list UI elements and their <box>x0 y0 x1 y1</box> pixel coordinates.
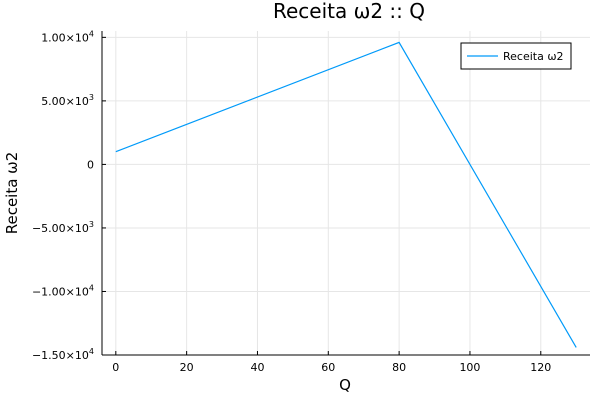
y-tick-label: 1.00×104 <box>41 29 94 44</box>
y-tick-label: −1.50×104 <box>32 347 94 362</box>
x-tick-label: 100 <box>459 361 480 374</box>
y-gridlines <box>102 36 590 356</box>
legend: Receita ω2 <box>460 42 572 70</box>
y-tick-label: −5.00×103 <box>32 220 94 235</box>
y-axis-ticks: 1.00×104 5.00×103 0 −5.00×103 −1.00×104 −1.50… <box>32 29 106 362</box>
x-tick-label: 0 <box>112 361 119 374</box>
series-layer <box>115 41 577 348</box>
series-line <box>115 41 577 348</box>
x-tick-label: 40 <box>250 361 264 374</box>
chart-title: Receita ω2 :: Q <box>273 0 425 23</box>
x-gridlines <box>115 31 542 355</box>
y-axis-title: Receita ω2 <box>3 152 21 235</box>
y-tick-label: −1.00×104 <box>32 283 94 298</box>
legend-label: Receita ω2 <box>503 50 564 63</box>
x-tick-label: 120 <box>530 361 551 374</box>
x-axis-title: Q <box>339 376 351 394</box>
x-tick-label: 80 <box>392 361 406 374</box>
x-tick-label: 20 <box>180 361 194 374</box>
y-tick-label: 5.00×103 <box>41 93 94 108</box>
x-axis-ticks: 0 20 40 60 80 100 120 <box>112 351 551 374</box>
y-tick-label: 0 <box>87 158 94 171</box>
x-tick-label: 60 <box>321 361 335 374</box>
